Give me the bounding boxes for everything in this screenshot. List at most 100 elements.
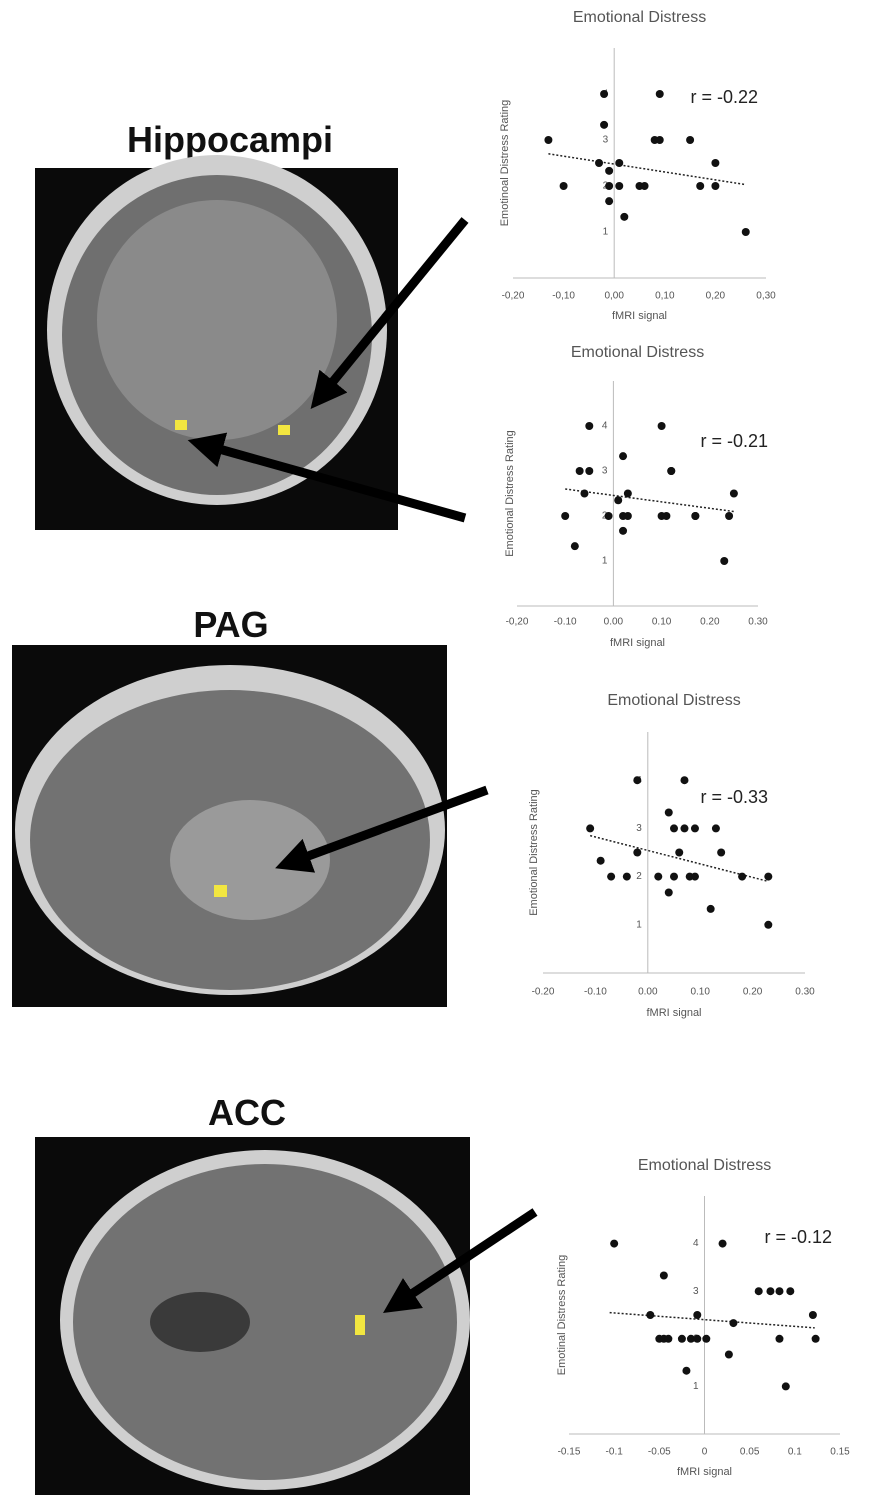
x-tick-label: 0.20 (743, 987, 763, 998)
data-point (725, 1351, 733, 1359)
data-point (725, 512, 733, 520)
data-point (633, 776, 641, 784)
x-tick-label: -0.05 (648, 1447, 671, 1458)
x-tick-label: 0,20 (706, 291, 726, 302)
data-point (742, 228, 750, 236)
page: {"regions": ["Hippocampi", "PAG", "ACC"]… (0, 0, 874, 1495)
data-point (576, 467, 584, 475)
data-point (711, 159, 719, 167)
x-tick-label: -0.15 (558, 1447, 581, 1458)
x-tick-label: 0.10 (690, 987, 710, 998)
data-point (615, 182, 623, 190)
x-tick-label: -0.20 (532, 987, 555, 998)
x-tick-label: -0.1 (606, 1447, 624, 1458)
y-tick-label: 1 (603, 227, 609, 238)
y-tick-label: 3 (693, 1286, 699, 1297)
x-tick-label: -0,20 (506, 617, 529, 628)
data-point (696, 182, 704, 190)
x-tick-label: 0.30 (795, 987, 815, 998)
region-title: Hippocampi (127, 119, 333, 160)
region-title: ACC (208, 1092, 286, 1133)
y-axis-label: Emotional Distress Rating (528, 789, 540, 916)
data-point (605, 167, 613, 175)
data-point (654, 873, 662, 881)
x-axis-label: fMRI signal (646, 1007, 701, 1019)
data-point (766, 1287, 774, 1295)
data-point (686, 136, 694, 144)
data-point (665, 808, 673, 816)
data-point (561, 512, 569, 520)
x-tick-label: 0.15 (830, 1447, 850, 1458)
region-title: PAG (193, 604, 268, 645)
x-axis-label: fMRI signal (677, 1466, 732, 1478)
y-axis-label: Emotinoal Distress Rating (499, 100, 511, 227)
chart-title: Emotional Distress (607, 692, 740, 709)
data-point (660, 1271, 668, 1279)
data-point (619, 452, 627, 460)
brain-image (35, 155, 398, 530)
y-tick-label: 3 (602, 466, 608, 477)
x-tick-label: 0.20 (700, 617, 720, 628)
data-point (678, 1335, 686, 1343)
data-point (624, 512, 632, 520)
data-point (812, 1335, 820, 1343)
data-point (662, 512, 670, 520)
data-point (586, 824, 594, 832)
data-point (809, 1311, 817, 1319)
data-point (707, 905, 715, 913)
data-point (764, 921, 772, 929)
data-point (729, 1319, 737, 1327)
data-point (738, 873, 746, 881)
x-tick-label: 0,00 (604, 291, 624, 302)
x-tick-label: -0.10 (554, 617, 577, 628)
annotation: r = -0.12 (764, 1227, 832, 1247)
y-tick-label: 1 (693, 1381, 699, 1392)
x-tick-label: 0.10 (652, 617, 672, 628)
data-point (605, 182, 613, 190)
y-tick-label: 2 (636, 871, 642, 882)
data-point (691, 873, 699, 881)
data-point (544, 136, 552, 144)
data-point (560, 182, 568, 190)
annotation: r = -0.33 (700, 787, 768, 807)
y-axis-label: Emotinal Distress Rating (556, 1255, 568, 1375)
trend-line (565, 489, 734, 512)
trend-line (610, 1313, 815, 1328)
chart-title: Emotional Distress (638, 1157, 771, 1174)
data-point (719, 1240, 727, 1248)
data-point (656, 136, 664, 144)
y-tick-label: 1 (636, 919, 642, 930)
data-point (597, 857, 605, 865)
data-point (633, 849, 641, 857)
data-point (755, 1287, 763, 1295)
data-point (624, 490, 632, 498)
data-point (711, 182, 719, 190)
data-point (600, 121, 608, 129)
y-tick-label: 4 (602, 421, 608, 432)
data-point (664, 1335, 672, 1343)
annotation: r = -0.22 (690, 87, 758, 107)
data-point (691, 512, 699, 520)
y-axis-label: Emotional Distress Rating (504, 430, 516, 557)
data-point (717, 849, 725, 857)
data-point (623, 873, 631, 881)
data-point (667, 467, 675, 475)
data-point (585, 467, 593, 475)
data-point (775, 1335, 783, 1343)
figure: Hippocampi PAG ACC Emotional Distress -0,… (0, 0, 874, 1495)
data-point (571, 542, 579, 550)
data-point (786, 1287, 794, 1295)
data-point (702, 1335, 710, 1343)
data-point (680, 824, 688, 832)
data-point (665, 889, 673, 897)
data-point (641, 182, 649, 190)
y-tick-label: 3 (636, 823, 642, 834)
x-tick-label: 0.00 (604, 617, 624, 628)
data-point (782, 1382, 790, 1390)
data-point (619, 527, 627, 535)
x-tick-label: 0 (702, 1447, 708, 1458)
annotation: r = -0.21 (700, 431, 768, 451)
data-point (693, 1311, 701, 1319)
y-tick-label: 3 (603, 135, 609, 146)
y-tick-label: 1 (602, 556, 608, 567)
